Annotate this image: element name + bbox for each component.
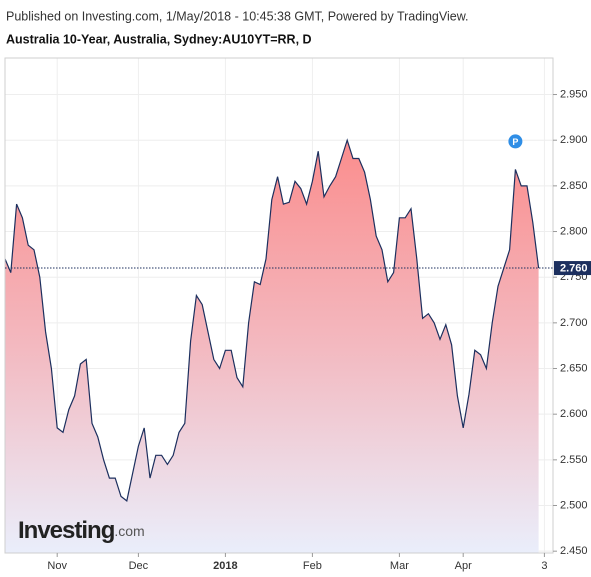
x-tick-label: 3	[541, 560, 547, 572]
x-tick-label: Nov	[47, 560, 67, 572]
y-tick-label: 2.950	[560, 88, 588, 100]
y-tick-label: 2.600	[560, 408, 588, 420]
annotation-marker	[508, 134, 523, 149]
chart-title: Australia 10-Year, Australia, Sydney:AU1…	[6, 32, 312, 46]
y-tick-label: 2.500	[560, 499, 588, 511]
x-tick-label: 2018	[213, 560, 237, 572]
source-caption: Published on Investing.com, 1/May/2018 -…	[6, 9, 469, 23]
y-tick-label: 2.850	[560, 180, 588, 192]
x-tick-label: Feb	[303, 560, 322, 572]
annotation-label: P	[512, 137, 518, 147]
y-tick-label: 2.650	[560, 362, 588, 374]
x-tick-label: Mar	[390, 560, 409, 572]
y-tick-label: 2.900	[560, 134, 588, 146]
x-tick-label: Apr	[455, 560, 472, 572]
y-tick-label: 2.700	[560, 317, 588, 329]
logo-main: Investing	[18, 517, 115, 544]
plot	[4, 138, 540, 553]
line	[4, 138, 540, 502]
plot-frame	[4, 57, 554, 554]
logo: Investing.com	[18, 517, 145, 544]
last-value-tag	[554, 261, 591, 276]
area-fill	[5, 140, 539, 553]
y-tick-label: 2.800	[560, 225, 588, 237]
last-value-label: 2.760	[560, 262, 588, 274]
x-tick-label: Dec	[129, 560, 149, 572]
y-tick-label: 2.550	[560, 454, 588, 466]
y-tick-label: 2.450	[560, 545, 588, 557]
logo-suffix: .com	[114, 523, 144, 539]
